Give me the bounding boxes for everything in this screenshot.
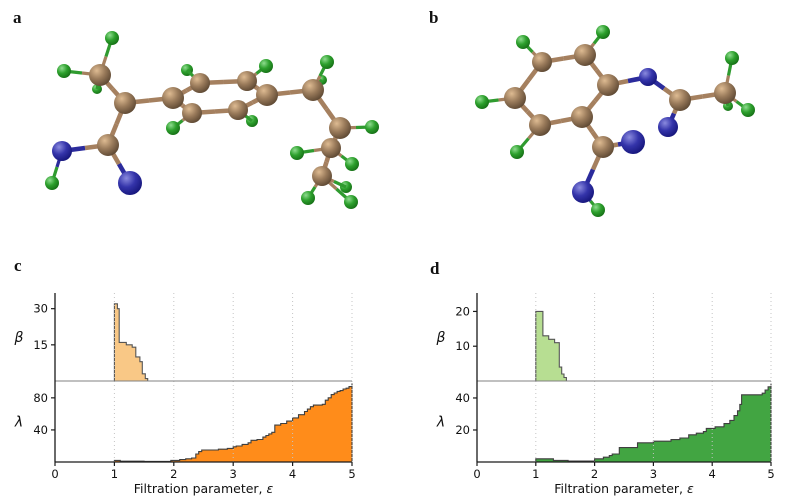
atom-carbon: [597, 74, 619, 96]
beta-curve-fill: [535, 310, 567, 382]
atom-hydrogen: [105, 31, 119, 45]
x-axis-label: Filtration parameter, ε: [554, 481, 694, 496]
atom-hydrogen: [320, 55, 334, 69]
y-axis-label-beta: β: [436, 330, 446, 346]
atom-carbon: [256, 84, 278, 106]
atom-carbon: [329, 117, 351, 139]
atom-hydrogen: [345, 157, 359, 171]
x-tick-label: 0: [473, 467, 480, 481]
atom-nitrogen: [572, 181, 594, 203]
chart-panel-d: 10 20 β 20 40 λ 0 1 2 3 4 5 Filtration parameter, ε: [436, 293, 775, 496]
y-tick-label: 20: [455, 423, 470, 437]
y-axis-label-beta: β: [14, 330, 24, 346]
y-tick-label: 10: [455, 339, 470, 353]
x-tick-label: 1: [532, 467, 539, 481]
atom-carbon: [571, 106, 593, 128]
atom-hydrogen: [596, 25, 610, 39]
bond: [333, 180, 347, 189]
x-axis-label: Filtration parameter, ε: [134, 481, 274, 496]
atom-hydrogen: [57, 64, 71, 78]
panel-label-c: c: [14, 256, 22, 275]
atom-hydrogen: [166, 121, 180, 135]
panel-label-d: d: [430, 259, 440, 278]
front-atoms: [475, 25, 755, 217]
y-axis-label-lambda: λ: [436, 415, 445, 431]
y-axis-label-lambda: λ: [14, 415, 23, 431]
atom-nitrogen: [621, 130, 645, 154]
atom-hydrogen: [510, 145, 524, 159]
lambda-curve-fill: [113, 383, 353, 463]
atom-hydrogen: [365, 120, 379, 134]
atom-carbon: [228, 100, 248, 120]
atom-hydrogen: [301, 191, 315, 205]
atom-carbon: [302, 79, 324, 101]
x-tick-label: 2: [170, 467, 177, 481]
atom-carbon: [592, 136, 614, 158]
atom-carbon: [321, 138, 341, 158]
y-tick-label: 30: [33, 302, 48, 316]
bond: [185, 68, 195, 78]
atom-carbon: [89, 64, 111, 86]
x-tick-label: 5: [348, 467, 355, 481]
y-tick-label: 40: [33, 423, 48, 437]
atom-hydrogen: [741, 103, 755, 117]
atom-nitrogen: [118, 171, 142, 195]
atom-hydrogen: [344, 195, 358, 209]
atom-nitrogen: [52, 141, 72, 161]
x-tick-label: 1: [111, 467, 118, 481]
atom-nitrogen: [639, 68, 657, 86]
beta-curve-fill: [113, 303, 149, 382]
x-tick-label: 3: [230, 467, 237, 481]
panel-label-b: b: [429, 8, 439, 27]
atom-carbon: [114, 92, 136, 114]
x-tick-label: 0: [51, 467, 58, 481]
atom-carbon: [529, 114, 551, 136]
y-tick-label: 15: [33, 338, 48, 352]
atom-hydrogen: [725, 51, 739, 65]
atom-nitrogen: [658, 117, 678, 137]
bonds: [481, 31, 749, 212]
atom-carbon: [237, 71, 257, 91]
atom-hydrogen: [259, 59, 273, 73]
atom-carbon: [190, 73, 210, 93]
atom-hydrogen: [516, 35, 530, 49]
front-atoms: [45, 31, 379, 209]
chart-panel-c: 15 30 β 40 80 λ 0 1 2 3 4 5 Filtration parameter, ε: [14, 293, 356, 496]
x-tick-label: 4: [709, 467, 716, 481]
atom-carbon: [162, 87, 184, 109]
atom-hydrogen: [591, 203, 605, 217]
x-tick-label: 3: [650, 467, 657, 481]
atom-carbon: [312, 166, 332, 186]
atom-carbon: [714, 82, 736, 104]
molecule-a: [45, 31, 379, 209]
y-tick-label: 40: [455, 391, 470, 405]
atom-hydrogen: [290, 146, 304, 160]
panel-label-a: a: [13, 8, 22, 27]
molecule-b: [475, 25, 755, 217]
atom-carbon: [574, 44, 596, 66]
bond: [244, 114, 253, 123]
atom-carbon: [504, 87, 526, 109]
x-tick-label: 5: [767, 467, 774, 481]
atom-carbon: [669, 89, 691, 111]
x-tick-label: 2: [591, 467, 598, 481]
atom-carbon: [182, 103, 202, 123]
lambda-curve-fill: [535, 383, 772, 463]
y-tick-label: 80: [33, 391, 48, 405]
atom-hydrogen: [475, 95, 489, 109]
x-tick-label: 4: [289, 467, 296, 481]
y-tick-label: 20: [455, 304, 470, 318]
atom-carbon: [97, 134, 119, 156]
atom-hydrogen: [45, 176, 59, 190]
atom-carbon: [532, 52, 552, 72]
